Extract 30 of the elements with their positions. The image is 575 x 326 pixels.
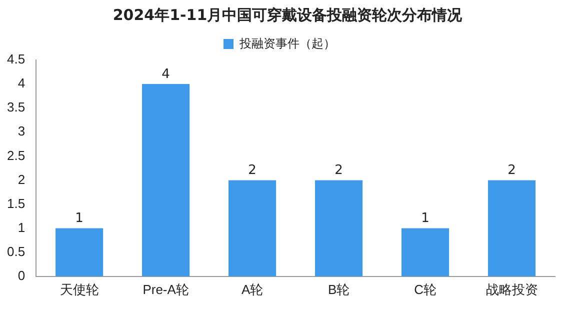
data-label: 2 [508,163,516,178]
y-tick-label: 4.5 [6,52,26,67]
y-tick-label: 2.5 [6,148,26,163]
y-tick-label: 4 [18,76,26,91]
y-tick-label: 1.5 [6,196,26,211]
y-tick-label: 3 [18,124,26,139]
y-tick-label: 0 [18,268,26,283]
x-tick-label: 天使轮 [60,282,99,297]
bar [401,228,450,276]
y-tick-label: 3.5 [6,100,26,115]
y-tick-label: 2 [18,172,26,187]
bar [56,228,104,276]
data-label: 1 [75,211,84,226]
legend-label: 投融资事件（起） [238,36,336,50]
x-tick-label: A轮 [241,282,264,297]
data-label: 2 [334,163,343,178]
x-tick-label: C轮 [414,282,436,297]
x-tick-label: 战略投资 [486,282,538,297]
x-tick-label: B轮 [328,282,350,297]
y-tick-label: 0.5 [6,244,26,259]
y-tick-label: 1 [18,220,26,235]
chart-title: 2024年1-11月中国可穿戴设备投融资轮次分布情况 [112,6,464,25]
bar [228,180,276,276]
bar [488,180,536,276]
x-tick-label: Pre-A轮 [142,282,189,297]
data-label: 4 [162,66,170,82]
data-label: 1 [421,211,430,226]
bar [142,84,190,276]
bar [314,180,363,276]
data-label: 2 [248,163,256,178]
